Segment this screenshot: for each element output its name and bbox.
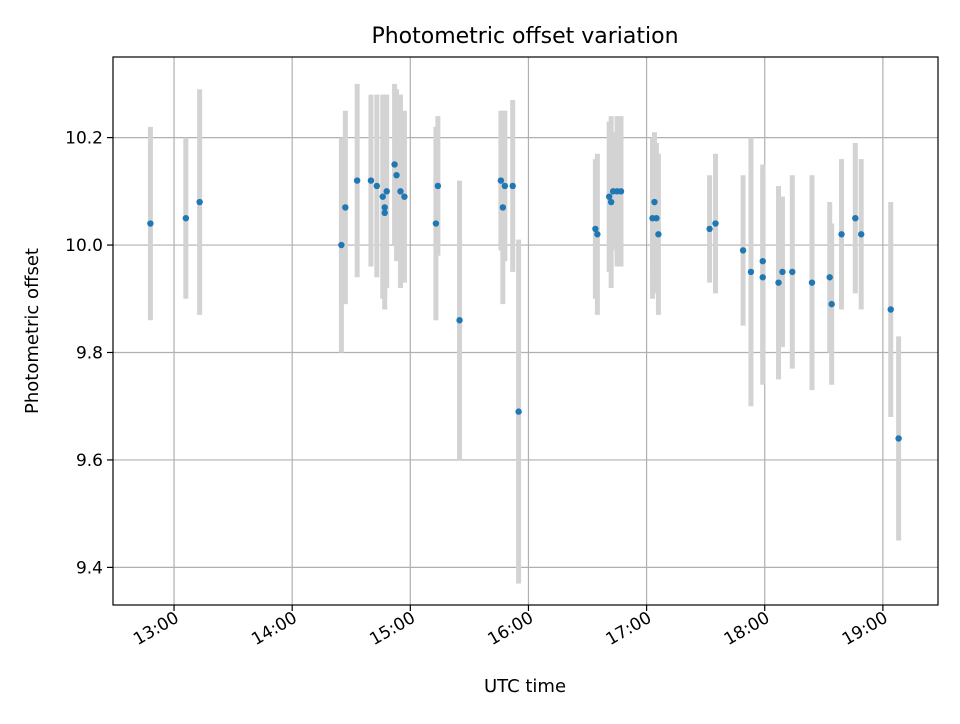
data-point [353, 177, 361, 184]
y-tick-label: 10.2 [65, 129, 103, 149]
data-point [858, 231, 865, 238]
data-point [393, 171, 400, 179]
data-point [887, 306, 894, 313]
plot-area-frame [112, 56, 939, 606]
data-point [338, 241, 345, 249]
data-point [383, 188, 390, 195]
data-point [342, 204, 349, 211]
data-point [499, 204, 507, 211]
data-point [828, 300, 835, 308]
data-point [895, 435, 902, 442]
data-point [592, 225, 599, 233]
data-point [515, 408, 522, 415]
data-point [712, 220, 719, 227]
data-point [391, 161, 398, 168]
data-point [456, 317, 463, 324]
data-point [655, 231, 662, 238]
data-point [501, 182, 509, 190]
data-point [379, 193, 386, 200]
data-point [434, 182, 442, 190]
data-point [759, 274, 766, 281]
y-tick-label: 9.8 [76, 343, 103, 363]
y-tick-label: 9.6 [76, 451, 103, 471]
x-axis-label: UTC time [484, 676, 566, 697]
data-point [653, 214, 660, 222]
data-point [838, 231, 845, 238]
data-point [401, 193, 408, 200]
data-point [594, 231, 601, 238]
chart-title: Photometric offset variation [371, 24, 678, 49]
data-point [182, 214, 190, 222]
y-tick-label: 10.0 [65, 236, 103, 256]
data-point [759, 257, 766, 265]
data-point [617, 188, 625, 195]
data-point [852, 214, 859, 222]
y-axis-label: Photometric offset [22, 248, 43, 414]
data-point [775, 279, 782, 286]
data-point [381, 204, 388, 211]
data-point [381, 209, 388, 217]
data-point [789, 268, 796, 276]
data-point [367, 177, 375, 184]
data-point [779, 268, 786, 276]
data-point [497, 177, 505, 184]
y-axis-ticks: 9.4 9.6 9.8 10.0 10.2 [65, 129, 113, 578]
y-tick-label: 9.4 [76, 558, 103, 578]
data-point [432, 220, 440, 227]
data-point [605, 193, 613, 200]
data-points [147, 161, 902, 442]
data-point [739, 247, 747, 254]
data-point [747, 268, 755, 276]
data-point [147, 220, 154, 227]
data-point [607, 198, 615, 206]
data-point [651, 198, 658, 206]
data-point [826, 274, 833, 281]
data-point [373, 182, 381, 190]
data-point [509, 182, 516, 190]
data-point [808, 279, 816, 286]
data-point [706, 225, 713, 233]
data-point [196, 198, 203, 206]
data-point [397, 188, 404, 195]
